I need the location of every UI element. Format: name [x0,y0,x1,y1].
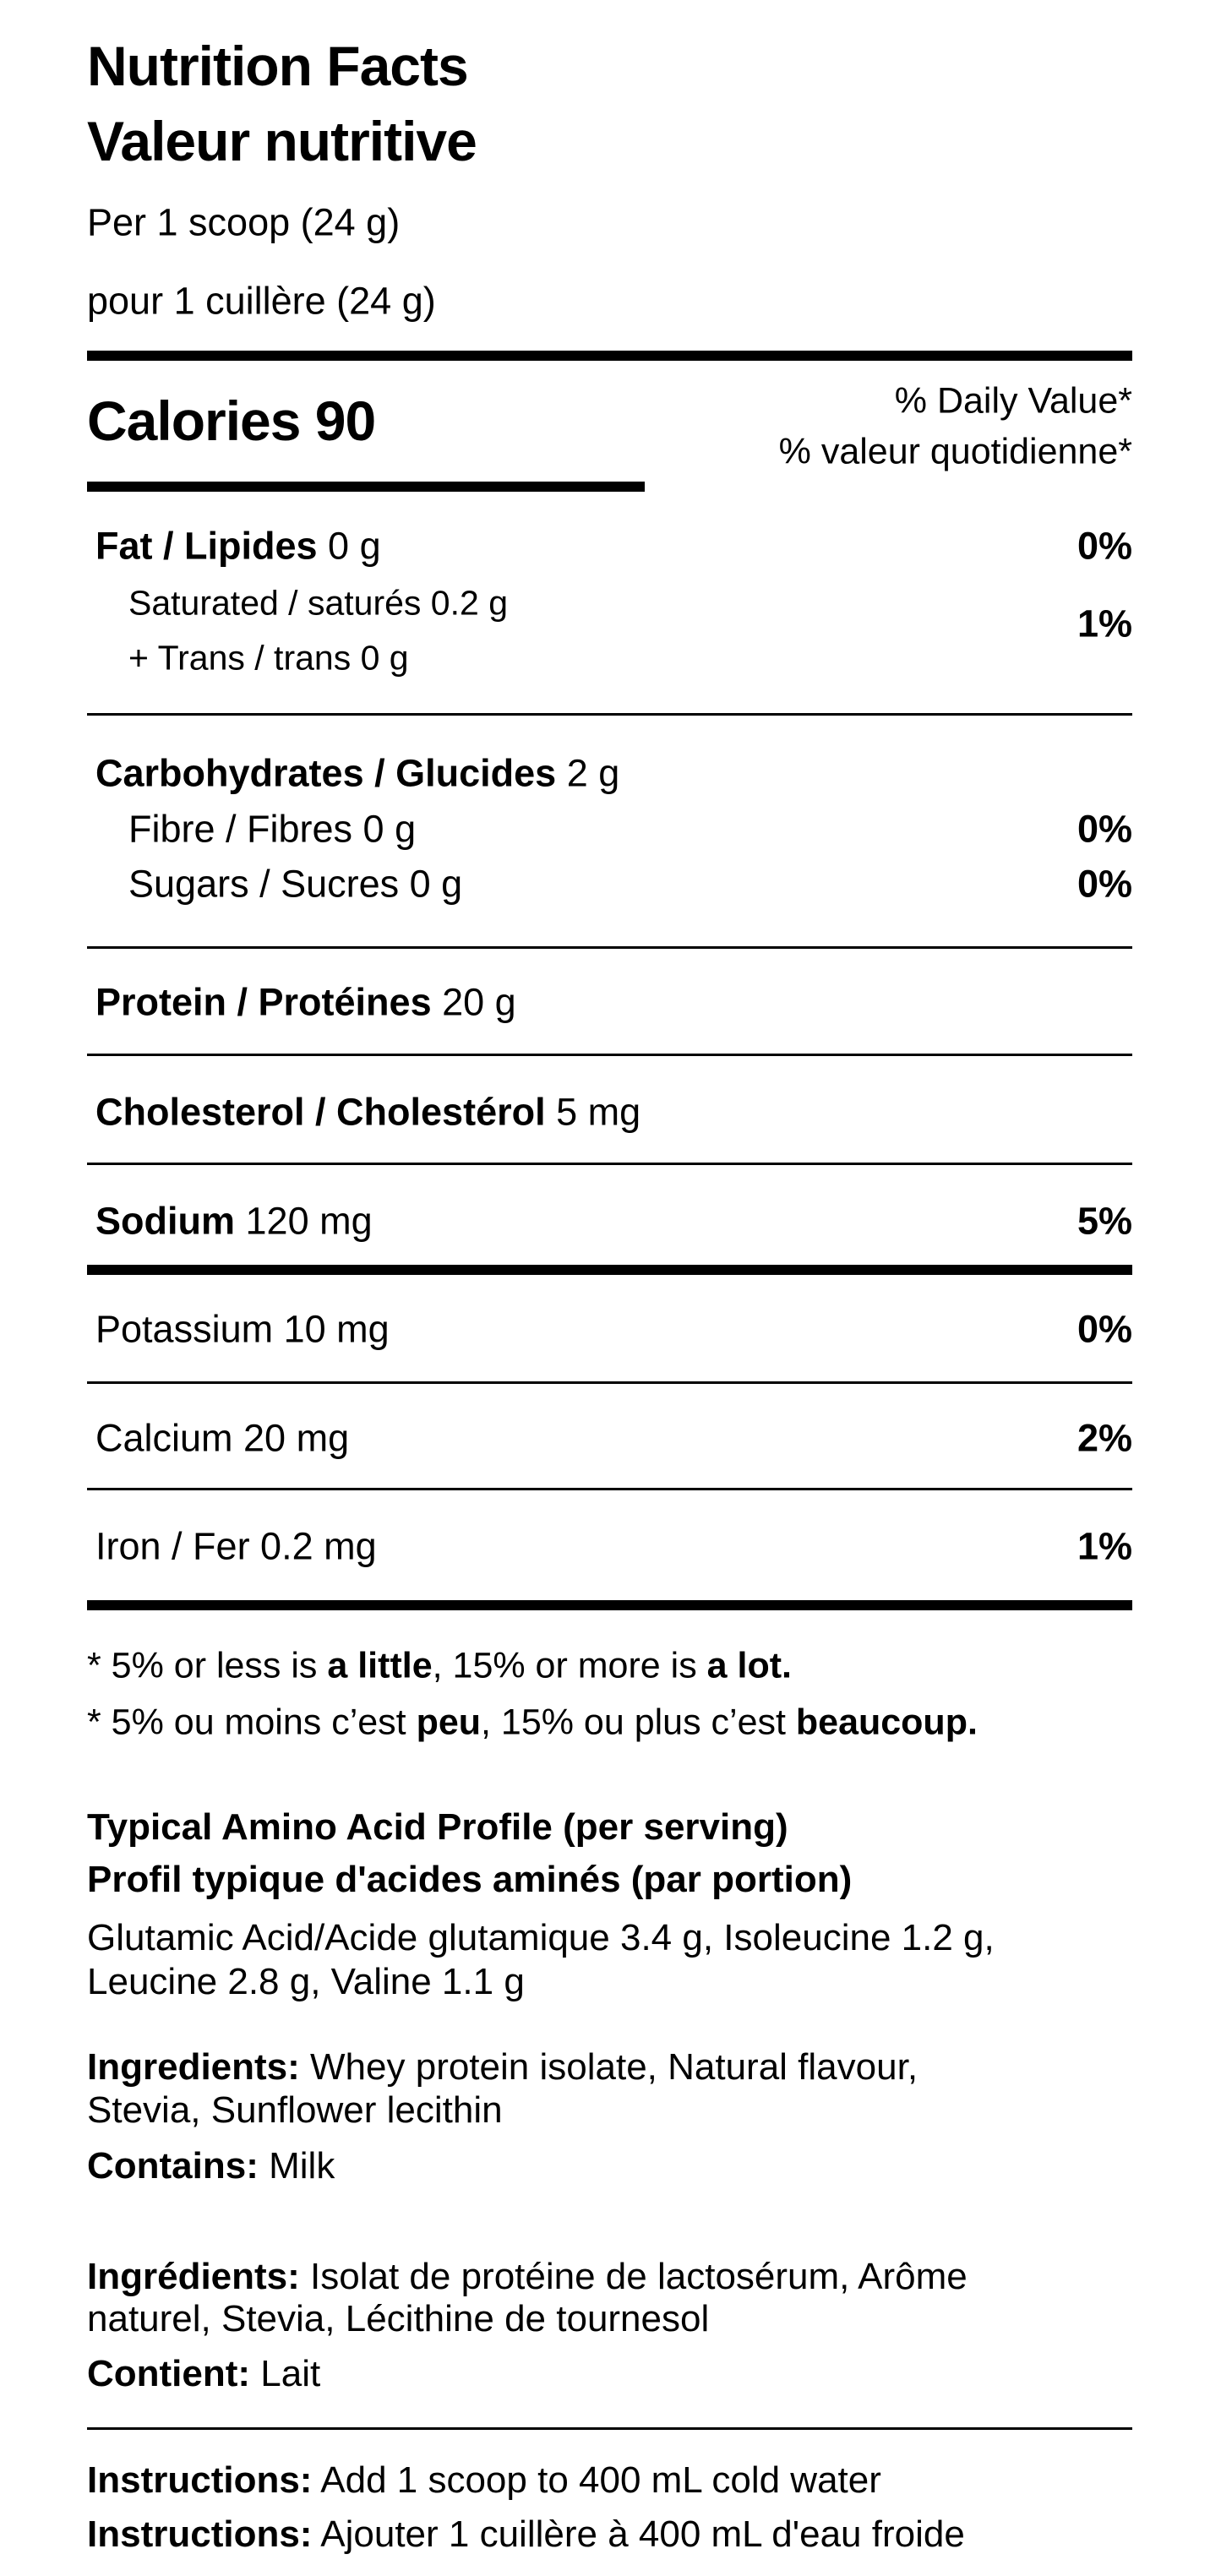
sugars-row: Sugars / Sucres 0 g [128,862,463,906]
iron-dv: 1% [1077,1524,1132,1568]
instructions-label: Instructions: [87,2459,313,2501]
divider [87,713,1132,716]
divider-thick [87,1265,1132,1275]
carbs-label: Carbohydrates / Glucides [95,751,557,795]
footnote-bold: a little [327,1645,433,1686]
amino-title-en: Typical Amino Acid Profile (per serving) [87,1806,788,1848]
title-en: Nutrition Facts [87,35,469,97]
fat-dv: 0% [1077,524,1132,568]
footnote-text: , 15% ou plus c’est [481,1702,796,1743]
instructions-value: Ajouter 1 cuillère à 400 mL d'eau froide [312,2513,965,2555]
contains-fr: Contient: Lait [87,2355,320,2393]
ingredients-label: Ingredients: [87,2046,300,2088]
fibre-dv: 0% [1077,807,1132,851]
instructions-fr: Instructions: Ajouter 1 cuillère à 400 m… [87,2516,965,2553]
contains-value: Milk [258,2145,335,2187]
amino-line: Leucine 2.8 g, Valine 1.1 g [87,1961,525,2002]
amino-line: Glutamic Acid/Acide glutamique 3.4 g, Is… [87,1917,995,1958]
iron-row: Iron / Fer 0.2 mg [95,1524,377,1568]
ingredients-en: Ingredients: Whey protein isolate, Natur… [87,2049,918,2086]
ingredients-text: Whey protein isolate, Natural flavour, [299,2046,918,2088]
instructions-label: Instructions: [87,2513,313,2555]
carbs-amount: 2 g [566,751,620,795]
sodium-row: Sodium 120 mg [95,1202,373,1240]
ingredients-fr-cont: naturel, Stevia, Lécithine de tournesol [87,2298,710,2339]
divider [87,1163,1132,1165]
contains-value: Lait [250,2353,321,2394]
ingredients-fr: Ingrédients: Isolat de protéine de lacto… [87,2258,968,2296]
trans-row: + Trans / trans 0 g [128,638,409,678]
sodium-amount: 120 mg [245,1199,373,1243]
divider [87,2427,1132,2430]
potassium-dv: 0% [1077,1307,1132,1351]
divider [87,1381,1132,1384]
instructions-value: Add 1 scoop to 400 mL cold water [312,2459,881,2501]
footnote-en: * 5% or less is a little, 15% or more is… [87,1645,792,1686]
divider [87,946,1132,949]
serving-size-fr: pour 1 cuillère (24 g) [87,279,436,323]
daily-value-header-fr: % valeur quotidienne* [778,431,1132,472]
calcium-row: Calcium 20 mg [95,1416,350,1460]
footnote-bold: peu [416,1702,482,1743]
divider-thick [87,1600,1132,1610]
divider-thick [87,351,1132,361]
ingredients-text: Isolat de protéine de lactosérum, Arôme [299,2256,968,2297]
footnote-bold: a lot. [706,1645,792,1686]
cholesterol-label: Cholesterol / Cholestérol [95,1090,546,1134]
footnote-text: * 5% or less is [87,1645,328,1686]
daily-value-header-en: % Daily Value* [894,380,1132,422]
contains-label: Contains: [87,2145,259,2187]
amino-title-fr: Profil typique d'acides aminés (par port… [87,1859,853,1900]
cholesterol-amount: 5 mg [556,1090,641,1134]
sat-trans-dv: 1% [1077,602,1132,645]
instructions-en: Instructions: Add 1 scoop to 400 mL cold… [87,2462,881,2499]
carbs-row: Carbohydrates / Glucides 2 g [95,754,619,792]
sugars-dv: 0% [1077,862,1132,906]
saturated-row: Saturated / saturés 0.2 g [128,583,508,623]
protein-row: Protein / Protéines 20 g [95,983,516,1021]
divider-calories [87,482,645,492]
ingredients-en-cont: Stevia, Sunflower lecithin [87,2089,503,2131]
cholesterol-row: Cholesterol / Cholestérol 5 mg [95,1093,640,1131]
potassium-row: Potassium 10 mg [95,1307,390,1351]
footnote-fr: * 5% ou moins c’est peu, 15% ou plus c’e… [87,1702,978,1743]
contains-en: Contains: Milk [87,2148,335,2185]
divider [87,1488,1132,1490]
protein-amount: 20 g [442,980,516,1024]
fat-row: Fat / Lipides 0 g [95,527,381,565]
serving-size-en: Per 1 scoop (24 g) [87,200,401,244]
protein-label: Protein / Protéines [95,980,432,1024]
sodium-label: Sodium [95,1199,235,1243]
footnote-text: , 15% or more is [432,1645,707,1686]
title-fr: Valeur nutritive [87,110,477,172]
divider [87,1054,1132,1056]
contains-label: Contient: [87,2353,251,2394]
fat-label: Fat / Lipides [95,524,318,568]
fibre-row: Fibre / Fibres 0 g [128,807,417,851]
sodium-dv: 5% [1077,1199,1132,1243]
ingredients-label: Ingrédients: [87,2256,300,2297]
footnote-text: * 5% ou moins c’est [87,1702,417,1743]
footnote-bold: beaucoup. [795,1702,978,1743]
calories: Calories 90 [87,389,376,452]
calcium-dv: 2% [1077,1416,1132,1460]
fat-amount: 0 g [328,524,381,568]
